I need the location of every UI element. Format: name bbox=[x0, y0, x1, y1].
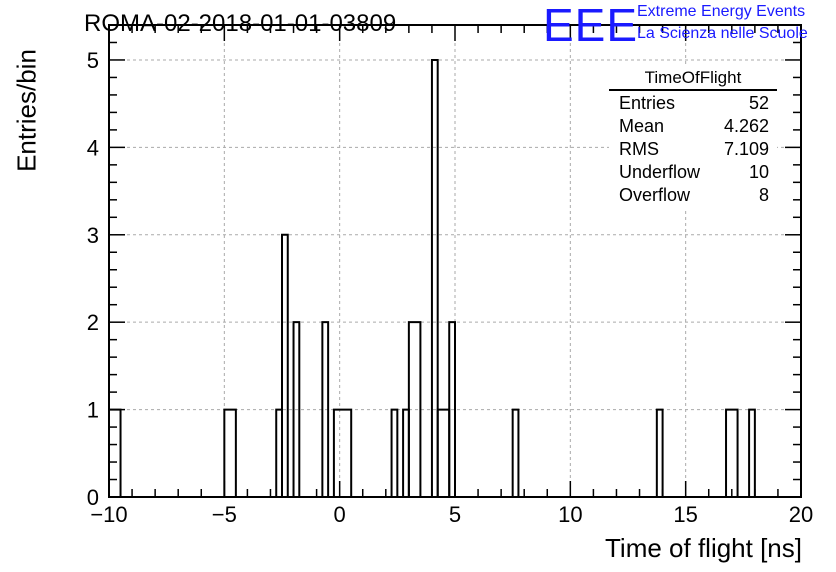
histogram-bar bbox=[292, 321, 301, 497]
logo-line-1: Extreme Energy Events bbox=[637, 3, 806, 20]
x-tick-label: 20 bbox=[789, 502, 813, 527]
x-tick-label: 5 bbox=[449, 502, 461, 527]
stat-key: Underflow bbox=[619, 162, 701, 182]
y-tick-label: 4 bbox=[87, 135, 99, 160]
stat-key: Overflow bbox=[619, 185, 691, 205]
plot-frame bbox=[108, 24, 802, 498]
y-axis-label: Entries/bin bbox=[11, 49, 42, 172]
histogram-bar bbox=[655, 408, 664, 497]
x-tick-label: −10 bbox=[90, 502, 127, 527]
histogram-bar bbox=[332, 408, 353, 497]
x-tick-label: −5 bbox=[212, 502, 237, 527]
histogram-bars bbox=[108, 58, 756, 497]
y-tick-label: 5 bbox=[87, 48, 99, 73]
logo-line-2: La Scienza nelle Scuole bbox=[637, 25, 808, 42]
eee-logo: EEE bbox=[543, 0, 639, 51]
y-tick-label: 0 bbox=[87, 485, 99, 510]
histogram-bar bbox=[436, 408, 451, 497]
y-tick-label: 2 bbox=[87, 310, 99, 335]
histogram-bar bbox=[725, 408, 739, 497]
histogram-bar bbox=[448, 321, 456, 497]
grid-lines bbox=[109, 25, 801, 497]
y-tick-label: 3 bbox=[87, 223, 99, 248]
histogram-bar bbox=[390, 408, 399, 497]
stats-box: TimeOfFlight Entries 52 Mean 4.262 RMS 7… bbox=[609, 66, 777, 208]
histogram-bar bbox=[511, 408, 520, 497]
histogram-bar bbox=[108, 408, 122, 497]
stat-key: RMS bbox=[619, 139, 659, 159]
x-axis-label: Time of flight [ns] bbox=[605, 533, 802, 563]
histogram-bar bbox=[407, 321, 422, 497]
histogram-bar bbox=[223, 408, 237, 497]
stats-divider bbox=[609, 89, 777, 91]
x-tick-label: 15 bbox=[673, 502, 697, 527]
stat-value: 52 bbox=[748, 93, 769, 113]
stat-value: 4.262 bbox=[723, 116, 769, 136]
stats-title: TimeOfFlight bbox=[644, 68, 742, 87]
x-tick-label: 0 bbox=[334, 502, 346, 527]
stat-key: Entries bbox=[619, 93, 676, 113]
tick-labels: −10 −5 0 5 10 15 20 0 1 2 3 4 5 bbox=[87, 48, 813, 527]
x-tick-label: 10 bbox=[558, 502, 582, 527]
histogram-bar bbox=[748, 408, 756, 497]
stat-value: 10 bbox=[748, 162, 769, 182]
stat-value: 7.109 bbox=[723, 139, 769, 159]
histogram-bar bbox=[430, 58, 439, 497]
histogram-bar bbox=[321, 321, 330, 497]
stat-key: Mean bbox=[619, 116, 665, 136]
histogram-bar bbox=[281, 233, 289, 497]
y-tick-label: 1 bbox=[87, 398, 99, 423]
stat-value: 8 bbox=[758, 185, 769, 205]
histogram-title: ROMA-02-2018-01-01-03809 bbox=[84, 10, 397, 37]
